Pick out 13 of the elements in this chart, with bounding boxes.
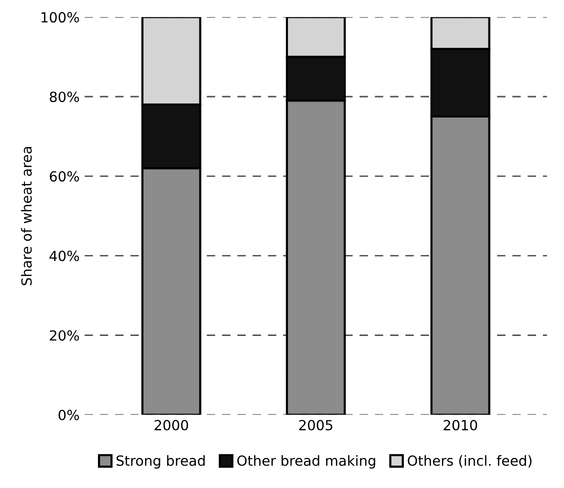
legend-label: Others (incl. feed) [408,455,532,468]
y-axis-title: Share of wheat area [21,147,32,286]
x-tick-label: 2005 [299,420,332,430]
legend-label: Other bread making [237,455,376,469]
y-tick-label: 40% [50,250,79,262]
y-tick-label: 0% [58,410,79,420]
legend-label: Strong bread [116,455,205,469]
y-tick-label: 100% [42,12,79,23]
x-tick-label: 2010 [444,420,478,430]
y-tick-label: 80% [50,92,79,102]
x-tick-label: 2000 [154,420,188,430]
y-tick-label: 60% [50,171,79,182]
y-tick-label: 20% [50,330,79,341]
